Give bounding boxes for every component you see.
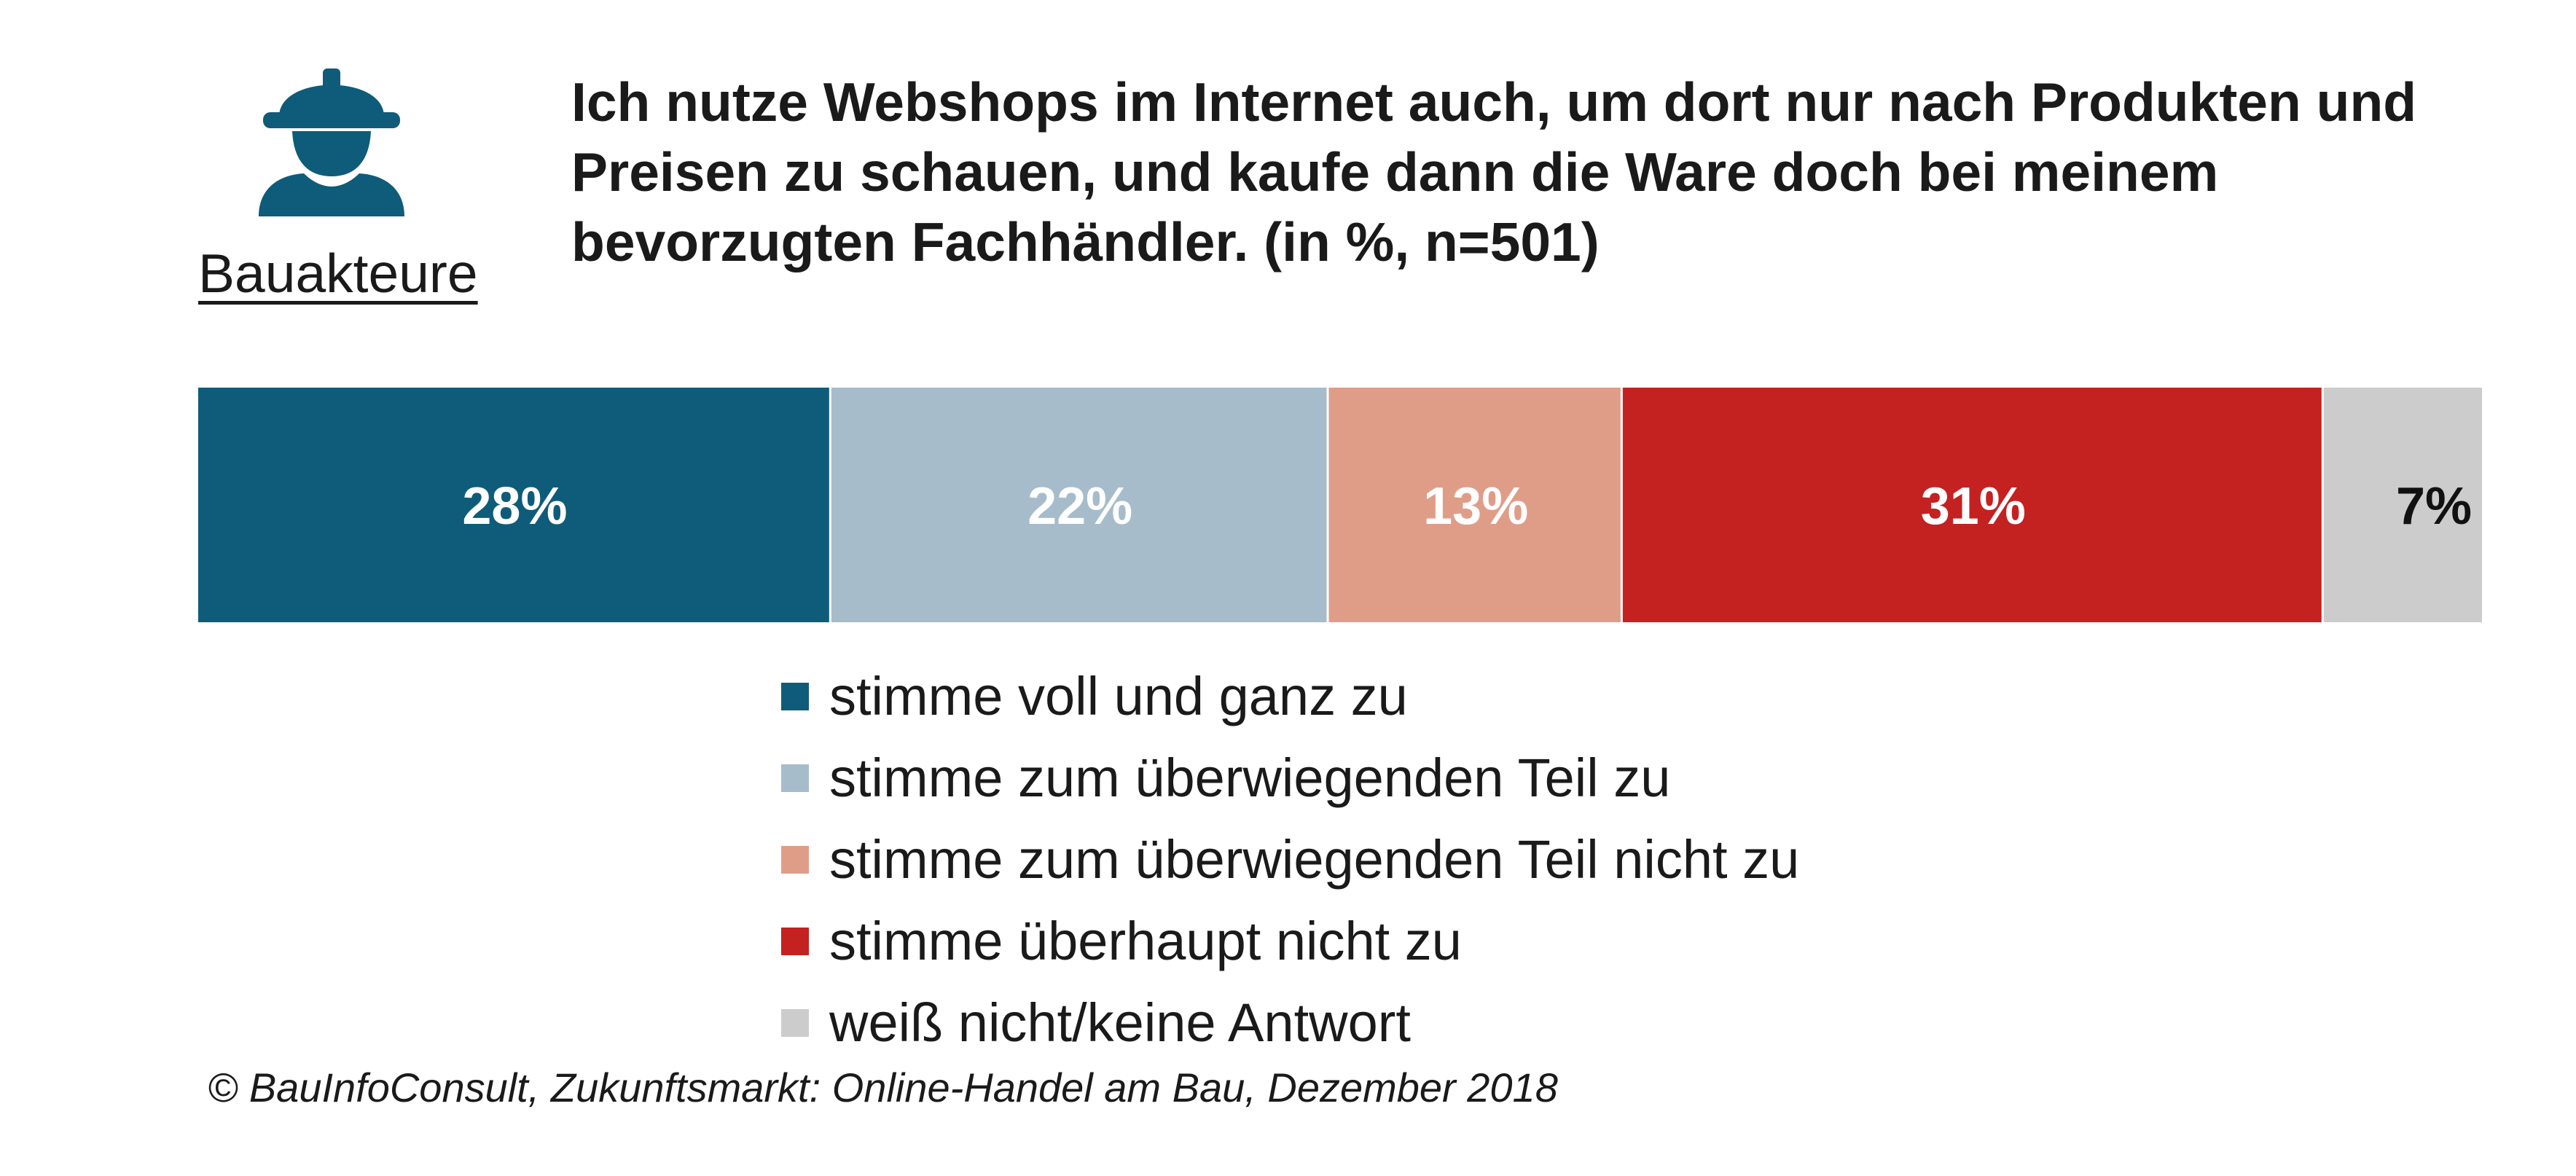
legend-label: stimme zum überwiegenden Teil zu — [829, 748, 1671, 808]
legend-label: stimme voll und ganz zu — [829, 666, 1408, 726]
legend-label: stimme überhaupt nicht zu — [829, 911, 1462, 971]
legend-swatch — [781, 764, 809, 792]
legend-label: weiß nicht/keine Antwort — [829, 992, 1411, 1053]
chart-legend: stimme voll und ganz zu stimme zum überwi… — [781, 656, 1799, 1064]
bar-segment-4 — [1622, 388, 2322, 622]
source-note: © BauInfoConsult, Zukunftsmarkt: Online-… — [208, 1065, 1558, 1110]
legend-swatch — [781, 846, 809, 874]
bar-segment-5 — [2323, 388, 2482, 622]
data-label-segment-4: 31% — [1921, 477, 2026, 536]
bar-segment-2 — [831, 388, 1327, 622]
legend-item-4: stimme überhaupt nicht zu — [781, 901, 1799, 982]
bar-segment-1 — [198, 388, 829, 622]
data-label-segment-5: 7% — [2396, 477, 2472, 536]
data-label-segment-1: 28% — [462, 477, 567, 536]
data-label-segment-3: 13% — [1423, 477, 1528, 536]
legend-item-1: stimme voll und ganz zu — [781, 656, 1799, 737]
legend-label: stimme zum überwiegenden Teil nicht zu — [829, 829, 1800, 890]
chart-title: Ich nutze Webshops im Internet auch, um … — [571, 71, 2417, 273]
legend-swatch — [781, 928, 809, 955]
legend-item-5: weiß nicht/keine Antwort — [781, 982, 1799, 1064]
legend-item-3: stimme zum überwiegenden Teil nicht zu — [781, 819, 1799, 901]
data-label-segment-2: 22% — [1027, 477, 1132, 536]
figure-label: Bauakteure — [198, 243, 478, 304]
legend-swatch — [781, 1009, 809, 1037]
construction-worker-icon — [259, 52, 404, 216]
bar-segment-3 — [1328, 388, 1621, 622]
legend-item-2: stimme zum überwiegenden Teil zu — [781, 737, 1799, 819]
legend-swatch — [781, 683, 809, 710]
